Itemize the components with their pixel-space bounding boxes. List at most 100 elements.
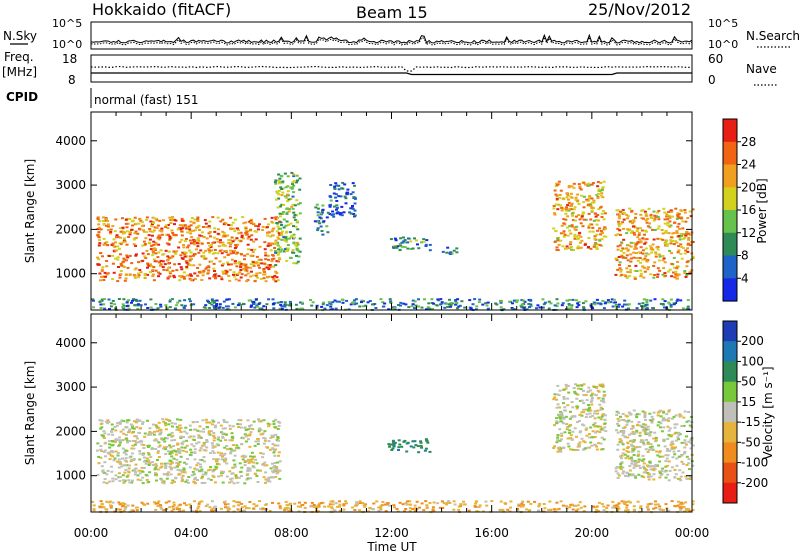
scatter-cell (653, 229, 657, 231)
scatter-cell (565, 206, 569, 209)
scatter-cell (278, 181, 282, 183)
scatter-cell (506, 508, 510, 511)
scatter-cell (103, 449, 107, 452)
scatter-cell (197, 251, 201, 254)
scatter-cell (149, 271, 152, 274)
scatter-cell (590, 399, 594, 402)
scatter-cell (663, 211, 667, 214)
scatter-cell (634, 462, 638, 465)
scatter-cell (146, 433, 150, 436)
scatter-cell (257, 428, 261, 431)
scatter-cell (181, 227, 185, 230)
scatter-cell (175, 428, 179, 431)
scatter-cell (623, 274, 627, 277)
scatter-cell (659, 422, 663, 425)
scatter-cell (659, 302, 663, 305)
scatter-cell (685, 435, 688, 438)
scatter-cell (126, 441, 129, 444)
scatter-cell (149, 306, 153, 309)
scatter-cell (334, 193, 338, 196)
scatter-cell (424, 244, 428, 247)
scatter-cell (676, 251, 680, 254)
scatter-cell (217, 463, 221, 466)
scatter-cell (279, 301, 283, 304)
scatter-cell (589, 389, 593, 392)
scatter-cell (615, 304, 618, 307)
scatter-cell (583, 505, 587, 508)
scatter-cell (210, 303, 214, 306)
scatter-cell (103, 478, 107, 481)
scatter-cell (150, 432, 154, 435)
scatter-cell (251, 461, 255, 464)
scatter-cell (297, 203, 301, 206)
scatter-cell (525, 308, 529, 311)
scatter-cell (368, 507, 372, 510)
scatter-cell (192, 439, 196, 441)
scatter-cell (578, 241, 582, 244)
scatter-cell (674, 446, 678, 449)
scatter-cell (214, 468, 218, 470)
scatter-cell (667, 410, 671, 413)
scatter-cell (274, 242, 278, 245)
colorbar-swatch (723, 422, 737, 443)
scatter-cell (565, 299, 569, 302)
scatter-cell (225, 421, 229, 424)
scatter-cell (666, 437, 670, 440)
scatter-cell (202, 442, 206, 445)
scatter-cell (213, 274, 216, 277)
scatter-cell (598, 431, 602, 433)
scatter-cell (193, 229, 197, 232)
scatter-cell (241, 263, 245, 266)
scatter-cell (254, 262, 258, 264)
scatter-cell (249, 299, 253, 302)
scatter-cell (662, 267, 666, 270)
scatter-cell (689, 442, 693, 445)
scatter-cell (263, 430, 267, 433)
scatter-cell (626, 259, 630, 262)
scatter-cell (386, 502, 390, 505)
scatter-cell (106, 469, 110, 472)
scatter-cell (255, 475, 259, 477)
scatter-cell (243, 426, 247, 429)
scatter-cell (617, 507, 621, 510)
scatter-cell (557, 243, 561, 246)
scatter-cell (420, 306, 424, 309)
scatter-cell (236, 272, 240, 275)
scatter-cell (285, 259, 289, 262)
scatter-cell (134, 236, 138, 239)
scatter-cell (315, 506, 319, 509)
scatter-cell (413, 307, 416, 310)
scatter-cell (536, 304, 540, 307)
scatter-cell (584, 300, 588, 303)
scatter-cell (341, 301, 345, 304)
scatter-cell (431, 506, 435, 509)
scatter-cell (246, 237, 250, 240)
scatter-cell (337, 188, 341, 191)
scatter-cell (224, 457, 228, 460)
scatter-cell (490, 500, 494, 503)
scatter-cell (119, 270, 123, 272)
scatter-cell (291, 186, 295, 189)
scatter-cell (584, 416, 588, 419)
scatter-cell (264, 481, 267, 484)
scatter-cell (602, 401, 606, 404)
scatter-cell (629, 257, 633, 260)
scatter-cell (136, 304, 140, 307)
scatter-cell (228, 427, 232, 430)
scatter-cell (239, 264, 243, 266)
scatter-cell (332, 192, 336, 195)
scatter-cell (194, 509, 198, 512)
scatter-cell (599, 442, 603, 445)
scatter-cell (630, 462, 634, 465)
colorbar-swatch (723, 482, 737, 504)
scatter-cell (105, 265, 109, 268)
scatter-cell (572, 187, 576, 189)
scatter-cell (572, 208, 576, 211)
scatter-cell (152, 258, 156, 261)
scatter-cell (590, 397, 594, 399)
scatter-cell (645, 308, 649, 311)
scatter-cell (555, 417, 559, 420)
scatter-cell (454, 300, 458, 303)
scatter-cell (111, 455, 115, 458)
scatter-cell (459, 503, 463, 506)
